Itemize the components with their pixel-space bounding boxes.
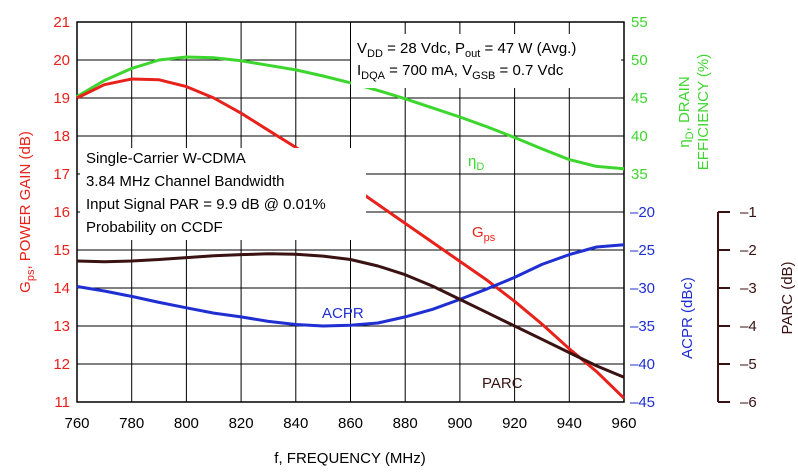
acpr-tick--40: –40	[630, 356, 655, 373]
gain-tick-14: 14	[53, 280, 70, 297]
series-line-efficiency	[76, 55, 625, 171]
parc-tick--5: –5	[740, 356, 757, 373]
gain-tick-15: 15	[53, 242, 70, 259]
conditions-line-1: VDD = 28 Vdc, Pout = 47 W (Avg.)	[357, 40, 576, 60]
gain-tick-19: 19	[53, 90, 70, 107]
signal-box	[80, 148, 366, 240]
x-tick-780: 780	[119, 415, 144, 432]
signal-line-1: Single-Carrier W-CDMA	[86, 150, 246, 167]
x-tick-940: 940	[557, 415, 582, 432]
efficiency-tick-40: 40	[631, 128, 648, 145]
series-line-parc	[76, 252, 625, 379]
parc-tick--2: –2	[740, 242, 757, 259]
signal-line-4: Probability on CCDF	[86, 219, 223, 236]
efficiency-axis-title-1: ηD, DRAIN	[676, 76, 696, 147]
gain-tick-13: 13	[53, 318, 70, 335]
conditions-box	[351, 34, 621, 88]
gain-axis-title: Gps, POWER GAIN (dB)	[17, 131, 37, 293]
efficiency-tick-35: 35	[631, 166, 648, 183]
parc-tick--3: –3	[740, 280, 757, 297]
signal-line-3: Input Signal PAR = 9.9 dB @ 0.01%	[86, 196, 326, 213]
efficiency-tick-55: 55	[631, 14, 648, 31]
x-axis-title: f, FREQUENCY (MHz)	[274, 450, 425, 467]
acpr-tick--45: –45	[630, 394, 655, 411]
acpr-tick--20: –20	[630, 204, 655, 221]
conditions-line-2: IDQA = 700 mA, VGSB = 0.7 Vdc	[357, 62, 564, 82]
gain-tick-18: 18	[53, 128, 70, 145]
x-tick-900: 900	[447, 415, 472, 432]
series-label-eta: ηD	[468, 153, 484, 173]
acpr-tick--30: –30	[630, 280, 655, 297]
x-tick-860: 860	[338, 415, 363, 432]
gain-tick-21: 21	[53, 14, 70, 31]
series-label-gps: Gps	[472, 224, 496, 244]
parc-axis: –6 –5 –4 –3 –2 –1	[717, 204, 757, 411]
acpr-axis-title: ACPR (dBc)	[679, 277, 696, 359]
x-tick-760: 760	[64, 415, 89, 432]
gain-tick-20: 20	[53, 52, 70, 69]
acpr-tick--25: –25	[630, 242, 655, 259]
plot-frame	[76, 21, 625, 403]
tick-labels: 760 780 800 820 840 860 880 900 920 940 960 11 12 13 1…	[53, 14, 655, 432]
efficiency-axis-title-2: EFFICIENCY (%)	[695, 54, 712, 170]
x-tick-840: 840	[283, 415, 308, 432]
efficiency-tick-50: 50	[631, 52, 648, 69]
x-tick-880: 880	[393, 415, 418, 432]
parc-tick--4: –4	[740, 318, 757, 335]
efficiency-tick-45: 45	[631, 90, 648, 107]
gain-tick-16: 16	[53, 204, 70, 221]
parc-axis-title: PARC (dB)	[779, 261, 796, 334]
parc-tick--1: –1	[740, 204, 757, 221]
gain-tick-12: 12	[53, 356, 70, 373]
series-line-acpr	[76, 243, 625, 328]
signal-line-2: 3.84 MHz Channel Bandwidth	[86, 173, 284, 190]
series-label-acpr: ACPR	[322, 305, 364, 322]
x-tick-960: 960	[611, 415, 636, 432]
x-tick-800: 800	[174, 415, 199, 432]
x-tick-920: 920	[502, 415, 527, 432]
x-tick-820: 820	[229, 415, 254, 432]
series-label-parc: PARC	[482, 375, 523, 392]
parc-tick--6: –6	[740, 394, 757, 411]
acpr-tick--35: –35	[630, 318, 655, 335]
gain-tick-17: 17	[53, 166, 70, 183]
gain-tick-11: 11	[54, 394, 70, 411]
